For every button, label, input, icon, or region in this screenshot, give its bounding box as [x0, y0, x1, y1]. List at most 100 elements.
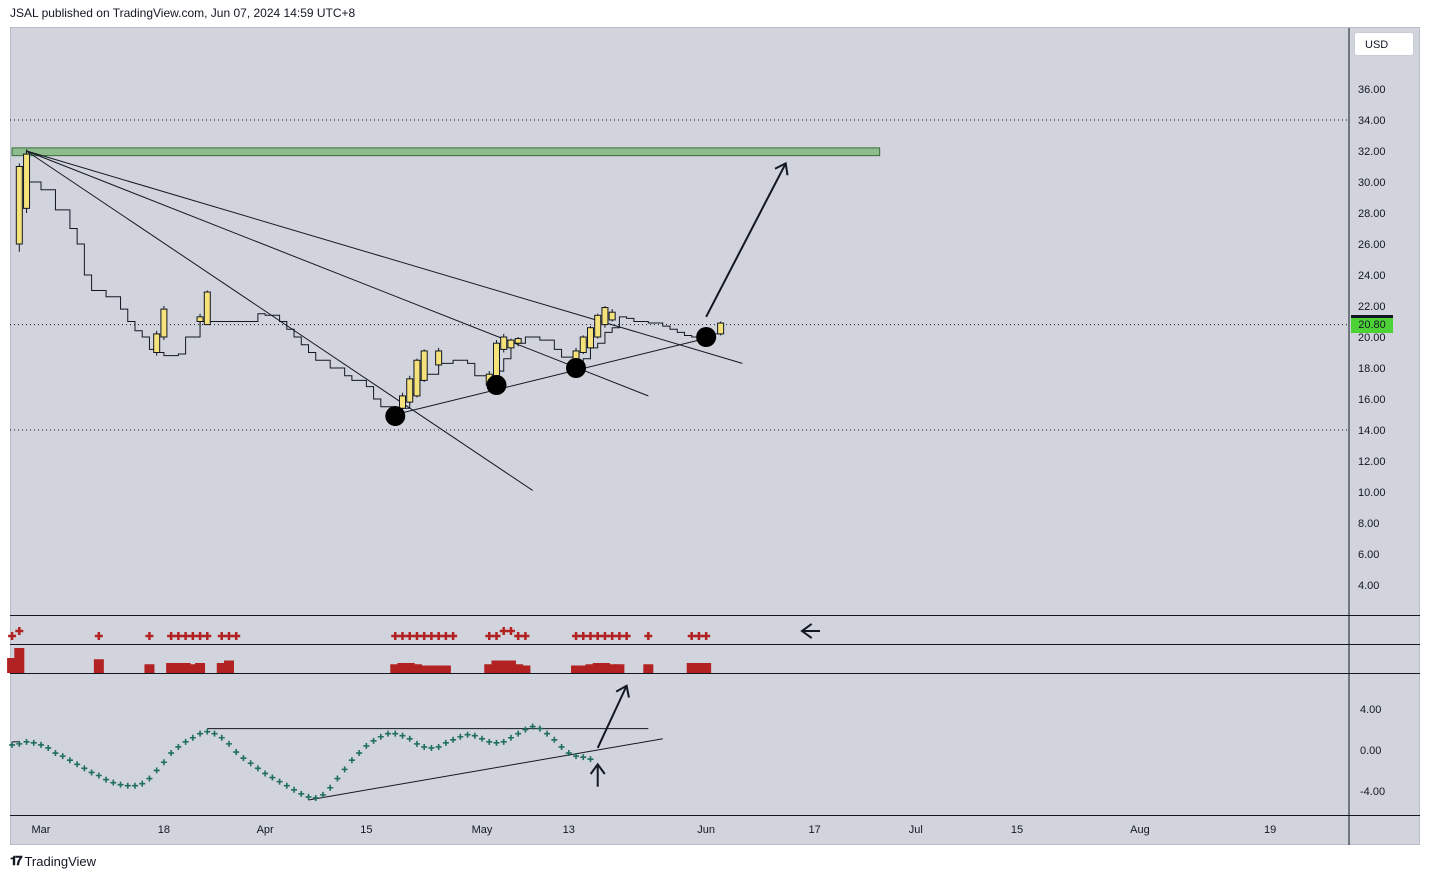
signal-cross: [224, 632, 233, 640]
osc-point: [319, 791, 326, 798]
currency-button[interactable]: USD: [1354, 32, 1414, 56]
signal-cross: [593, 632, 602, 640]
x-tick-label: Jun: [697, 824, 715, 836]
candle: [507, 338, 515, 350]
signal-cross: [8, 632, 17, 640]
candle-body: [717, 322, 725, 335]
osc-point: [486, 738, 493, 745]
pivot-marker: [566, 358, 587, 378]
y-tick-label: 6.00: [1358, 549, 1379, 561]
osc-point: [312, 794, 319, 801]
osc-point: [471, 732, 478, 739]
x-tick-label: Aug: [1130, 824, 1150, 836]
y-tick-label: 20.00: [1358, 332, 1386, 344]
osc-point: [168, 750, 175, 757]
signal-cross: [196, 632, 205, 640]
candle-body: [586, 327, 594, 349]
osc-point: [110, 779, 117, 786]
trend-line: [395, 339, 700, 415]
candle-body: [500, 336, 508, 350]
osc-point: [551, 736, 558, 743]
histogram-bar: [426, 665, 437, 673]
footer-brand[interactable]: 𝟏𝟕 TradingView: [10, 853, 96, 869]
osc-y-tick-label: -4.00: [1360, 786, 1385, 798]
candle-body: [203, 291, 211, 326]
osc-point: [515, 730, 522, 737]
candle: [435, 347, 443, 367]
osc-point: [399, 732, 406, 739]
osc-point: [493, 739, 500, 746]
osc-point: [23, 738, 30, 745]
x-tick-label: 15: [1011, 824, 1023, 836]
osc-point: [175, 743, 182, 750]
osc-point: [189, 734, 196, 741]
histogram-bar: [643, 664, 654, 673]
osc-diag-arrow-head: [615, 684, 630, 698]
osc-point: [536, 725, 543, 732]
y-tick-label: 36.00: [1358, 84, 1386, 96]
histogram-bar: [498, 660, 509, 673]
signal-cross: [622, 632, 631, 640]
candle: [514, 337, 522, 347]
x-tick-label: Mar: [32, 824, 51, 836]
osc-point: [341, 766, 348, 773]
histogram-bar: [433, 665, 444, 673]
osc-up-arrow-head: [589, 762, 606, 775]
candle: [586, 326, 594, 350]
signal-cross: [398, 632, 407, 640]
histogram-bar: [607, 664, 618, 673]
histogram-bar: [216, 663, 227, 673]
histogram-bar: [701, 663, 712, 673]
osc-point: [269, 774, 276, 781]
pivot-marker: [486, 375, 507, 396]
candle: [492, 340, 500, 378]
osc-point: [442, 739, 449, 746]
y-tick-label: 14.00: [1358, 425, 1386, 437]
y-tick-label: 18.00: [1358, 363, 1386, 375]
candle-body: [601, 307, 609, 326]
signal-cross: [412, 632, 421, 640]
osc-point: [500, 738, 507, 745]
histogram-bar: [166, 663, 177, 673]
signal-cross: [485, 632, 494, 640]
signal-cross: [15, 627, 24, 635]
candle-body: [420, 350, 428, 381]
osc-point: [218, 734, 225, 741]
osc-point: [413, 740, 420, 747]
x-tick-label: 19: [1264, 824, 1276, 836]
signal-cross: [702, 632, 711, 640]
pivot-marker: [385, 406, 406, 427]
candle: [160, 306, 168, 341]
osc-point: [392, 730, 399, 737]
candle-body: [160, 308, 168, 338]
histogram-bar: [693, 663, 704, 673]
signal-cross: [608, 632, 617, 640]
price-step-line: [19, 166, 722, 412]
signal-cross: [694, 632, 703, 640]
signal-cross: [687, 632, 696, 640]
osc-point: [247, 760, 254, 767]
signal-cross: [181, 632, 190, 640]
y-tick-label: 22.00: [1358, 301, 1386, 313]
candle: [608, 309, 616, 322]
signal-cross: [145, 632, 154, 640]
osc-point: [131, 782, 138, 789]
trend-line: [26, 150, 649, 397]
histogram-bar: [592, 663, 603, 673]
candle-body: [406, 378, 414, 403]
candle: [23, 149, 31, 213]
signal-cross: [449, 632, 458, 640]
histogram-bar: [614, 664, 625, 673]
osc-point: [240, 755, 247, 762]
osc-point: [522, 726, 529, 733]
signal-cross: [434, 632, 443, 640]
candle-body: [23, 153, 31, 209]
osc-point: [544, 730, 551, 737]
histogram-bar: [484, 664, 495, 673]
histogram-bar: [505, 660, 516, 673]
x-tick-label: 13: [563, 824, 575, 836]
candle-body: [514, 338, 522, 344]
osc-point: [421, 743, 428, 750]
candle: [717, 321, 725, 336]
